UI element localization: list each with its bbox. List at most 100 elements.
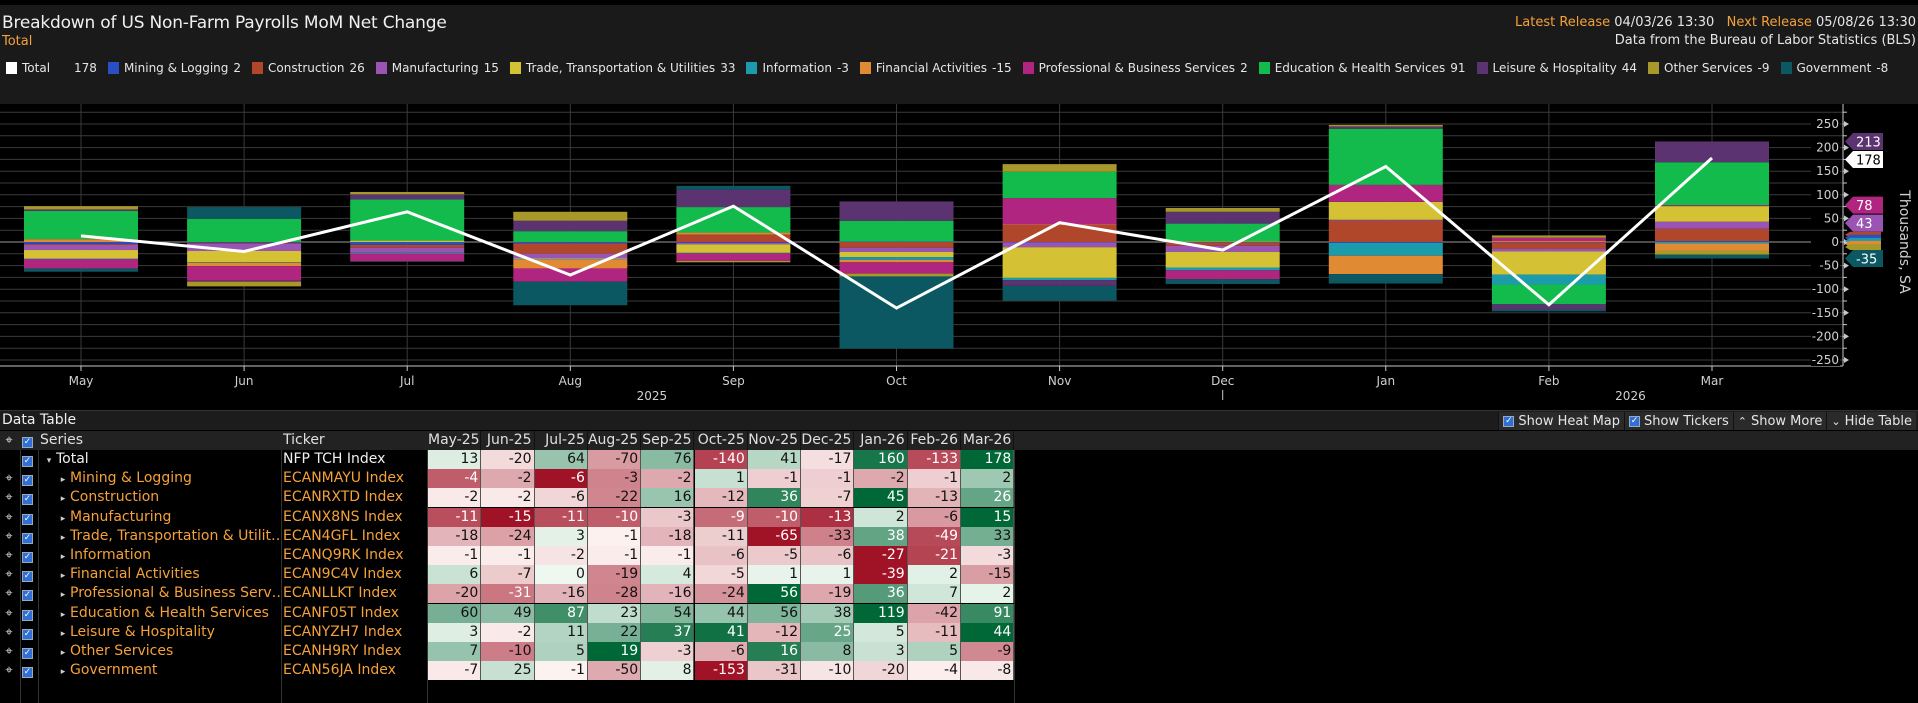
select-all-checkbox[interactable]: ✓ [22,431,38,450]
column-header-month[interactable]: Nov-25 [747,431,802,450]
crosshair-pin-icon[interactable]: ⌖ [5,663,13,679]
row-checkbox[interactable]: ✓ [22,546,38,565]
series-name-cell[interactable]: ▸ Mining & Logging [40,469,281,488]
expand-triangle-icon[interactable]: ▸ [60,513,66,524]
row-checkbox[interactable]: ✓ [22,469,38,488]
series-name-cell[interactable]: ▸ Information [40,546,281,565]
legend-item[interactable]: Other Services -9 [1648,60,1770,76]
column-header-month[interactable]: Jun-25 [481,431,535,450]
expand-triangle-icon[interactable]: ▸ [60,494,66,505]
row-checkbox[interactable]: ✓ [22,508,38,527]
expand-triangle-icon[interactable]: ▸ [60,648,66,658]
ticker-cell[interactable]: ECANYZH7 Index [283,623,403,640]
crosshair-pin-icon[interactable]: ⌖ [5,644,13,659]
table-row[interactable]: ⌖ ✓ ▸ Financial Activities ECAN9C4V Index 6 -7… [0,565,1116,585]
table-row[interactable]: ⌖ ✓ ▸ Other Services ECANH9RY Index 7 -10 5 19 -3… [0,642,1116,661]
ticker-cell[interactable]: ECAN56JA Index [283,662,396,679]
row-checkbox[interactable]: ✓ [22,661,38,680]
table-row[interactable]: ⌖ ✓ ▸ Leisure & Hospitality ECANYZH7 Index 3-… [0,622,1116,642]
expand-triangle-icon[interactable]: ▸ [60,667,66,678]
ticker-cell[interactable]: ECANX8NS Index [283,508,403,525]
column-header-month[interactable]: Mar-26 [961,431,1015,450]
table-row[interactable]: ⌖ ✓ ▸ Construction ECANRXTD Index -2 -2 -6 -22 16… [0,488,1116,508]
series-name-cell[interactable]: ▸ Trade, Transportation & Utilit… [40,527,281,546]
ticker-cell[interactable]: ECANRXTD Index [283,489,404,506]
legend-item[interactable]: Professional & Business Services 2 [1022,60,1248,76]
show-more-button[interactable]: ⌃ Show More [1732,412,1827,430]
column-header-month[interactable]: May-25 [428,431,482,450]
ticker-cell[interactable]: ECANLLKT Index [283,585,397,602]
column-header-month[interactable]: Sep-25 [641,431,695,450]
expand-triangle-icon[interactable]: ▸ [60,609,66,620]
table-row[interactable]: ⌖ ✓ ▸ Manufacturing ECANX8NS Index -11 -15 -11-… [0,507,1116,527]
series-name-cell[interactable]: ▸ Government [40,661,281,680]
column-header-month[interactable]: Dec-25 [801,431,855,450]
hide-table-button[interactable]: ⌄ Hide Table [1826,412,1916,430]
column-header-month[interactable]: Feb-26 [907,431,961,450]
legend-item[interactable]: Financial Activities -15 [859,60,1012,76]
row-checkbox[interactable]: ✓ [22,642,38,661]
column-header-series[interactable]: Series [40,431,281,450]
table-row[interactable]: ✓ ▾ Total NFP TCH Index 13 -20 64 -70 76 -140 41 -1… [0,450,1116,469]
crosshair-pin-icon[interactable]: ⌖ [5,624,13,640]
ticker-cell[interactable]: NFP TCH Index [283,451,386,467]
series-name-cell[interactable]: ▸ Education & Health Services [40,604,281,623]
table-row[interactable]: ⌖ ✓ ▸ Mining & Logging ECANMAYU Index -4 -2 -6-… [0,469,1116,489]
collapse-triangle-icon[interactable]: ▾ [46,456,52,466]
row-checkbox[interactable]: ✓ [22,604,38,623]
series-name-cell[interactable]: ▸ Leisure & Hospitality [40,623,281,642]
row-checkbox[interactable]: ✓ [22,488,38,507]
legend-item[interactable]: Construction 26 [252,60,365,76]
crosshair-pin-icon[interactable]: ⌖ [5,548,13,563]
series-name-cell[interactable]: ▸ Professional & Business Serv… [40,584,281,603]
crosshair-pin-icon[interactable]: ⌖ [5,528,13,544]
ticker-cell[interactable]: ECANH9RY Index [283,643,402,659]
column-header-ticker[interactable]: Ticker [283,431,428,450]
show-tickers-toggle[interactable]: ✓ Show Tickers [1624,412,1733,430]
legend-item[interactable]: Total 178 [6,60,97,76]
crosshair-pin-icon[interactable]: ⌖ [5,586,13,602]
ticker-cell[interactable]: ECANF05T Index [283,604,400,621]
show-heat-map-toggle[interactable]: ✓ Show Heat Map [1498,412,1625,430]
ticker-cell[interactable]: ECAN4GFL Index [283,527,401,544]
table-row[interactable]: ⌖ ✓ ▸ Trade, Transportation & Utilit… ECAN4G… [0,526,1116,546]
legend-item[interactable]: Manufacturing 15 [375,60,499,76]
expand-triangle-icon[interactable]: ▸ [60,571,66,582]
series-name-cell[interactable]: ▸ Manufacturing [40,508,281,527]
column-header-month[interactable]: Jan-26 [854,431,908,450]
row-checkbox[interactable]: ✓ [22,527,38,546]
legend-item[interactable]: Trade, Transportation & Utilities 33 [509,60,735,76]
crosshair-pin-icon[interactable]: ⌖ [5,490,13,506]
column-header-month[interactable]: Jul-25 [534,431,588,450]
crosshair-pin-icon[interactable]: ⌖ [5,509,13,525]
legend-item[interactable]: Information -3 [746,60,849,76]
expand-triangle-icon[interactable]: ▸ [60,552,66,562]
expand-triangle-icon[interactable]: ▸ [60,590,66,601]
crosshair-pin-icon[interactable]: ⌖ [5,471,13,487]
row-checkbox[interactable]: ✓ [22,450,38,469]
crosshair-pin-icon[interactable] [0,450,18,469]
crosshair-pin-icon[interactable]: ⌖ [5,605,13,621]
ticker-cell[interactable]: ECANMAYU Index [283,470,405,487]
table-row[interactable]: ⌖ ✓ ▸ Government ECAN56JA Index -7 25 -1 -50 8 -15… [0,661,1116,681]
column-header-month[interactable]: Aug-25 [587,431,642,450]
series-name-cell[interactable]: ▾ Total [40,450,281,469]
expand-triangle-icon[interactable]: ▸ [60,532,66,543]
column-header-month[interactable]: Oct-25 [694,431,748,450]
table-row[interactable]: ⌖ ✓ ▸ Education & Health Services ECANF05T I… [0,603,1116,623]
row-checkbox[interactable]: ✓ [22,623,38,642]
pin-all-icon[interactable]: ⌖ [0,431,18,450]
legend-item[interactable]: Government -8 [1780,60,1888,76]
row-checkbox[interactable]: ✓ [22,584,38,603]
legend-item[interactable]: Leisure & Hospitality 44 [1476,60,1637,76]
expand-triangle-icon[interactable]: ▸ [60,475,66,486]
legend-item[interactable]: Education & Health Services 91 [1258,60,1466,76]
table-row[interactable]: ⌖ ✓ ▸ Information ECANQ9RK Index -1 -1 -2 -1 -1 -6… [0,546,1116,565]
series-name-cell[interactable]: ▸ Construction [40,488,281,507]
expand-triangle-icon[interactable]: ▸ [60,628,66,639]
series-name-cell[interactable]: ▸ Financial Activities [40,565,281,584]
series-name-cell[interactable]: ▸ Other Services [40,642,281,661]
table-row[interactable]: ⌖ ✓ ▸ Professional & Business Serv… ECANLLKT… [0,584,1116,604]
ticker-cell[interactable]: ECANQ9RK Index [283,547,404,563]
ticker-cell[interactable]: ECAN9C4V Index [283,566,402,583]
